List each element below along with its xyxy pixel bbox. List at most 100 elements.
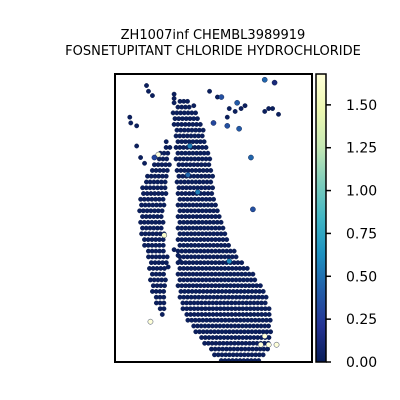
spot [268, 329, 274, 335]
spot-layer [127, 76, 281, 363]
spot [270, 106, 275, 111]
colorbar-tick-label: 1.00 [346, 184, 377, 200]
spot [207, 88, 212, 94]
spot [216, 214, 222, 219]
spot [163, 173, 169, 179]
hot-spot [273, 341, 280, 348]
hot-spot [224, 123, 231, 129]
spot [163, 260, 169, 266]
spot [266, 106, 272, 111]
hot-spot [265, 341, 272, 348]
spot [203, 145, 209, 150]
colorbar-frame [315, 73, 327, 363]
spot [210, 185, 216, 191]
hot-spot [250, 206, 256, 213]
spot [206, 162, 212, 168]
spot [265, 346, 270, 352]
spot [266, 323, 271, 329]
spot [166, 162, 172, 168]
colorbar-gradient [316, 74, 326, 362]
colorbar-tick-label: 1.50 [346, 98, 377, 114]
spot [208, 168, 214, 173]
spot [160, 242, 166, 248]
spot [210, 173, 216, 179]
hot-spot [147, 318, 154, 325]
spot [238, 106, 244, 111]
spot [144, 83, 149, 88]
chart-title-line1: ZH1007inf CHEMBL3989919 [121, 28, 306, 43]
spot [224, 114, 230, 120]
spot [262, 109, 268, 114]
spot [231, 248, 237, 254]
spot [226, 106, 232, 111]
spot [214, 208, 220, 214]
spot [160, 219, 166, 225]
spot [160, 248, 166, 254]
spot [161, 294, 167, 300]
spot [158, 225, 164, 231]
spot [161, 202, 167, 208]
spot [233, 254, 239, 260]
spot [161, 289, 167, 294]
spot [226, 242, 231, 248]
spot [162, 185, 168, 191]
spot [162, 179, 168, 185]
hot-spot [257, 341, 264, 348]
spot [134, 123, 140, 129]
spot [211, 196, 217, 202]
spot [161, 306, 167, 312]
spot [218, 219, 224, 225]
spot [163, 277, 168, 283]
spot [208, 179, 214, 185]
colorbar-ticks: 0.00 0.25 0.50 0.75 1.00 1.25 1.50 [326, 98, 377, 371]
spot [164, 168, 170, 173]
spot [127, 114, 133, 120]
spot [171, 247, 177, 253]
hot-spot [248, 154, 254, 161]
spot [257, 283, 263, 289]
spot [232, 109, 238, 114]
colorbar-tick-label: 1.25 [346, 141, 377, 157]
spot [186, 104, 192, 110]
spot [213, 202, 218, 208]
hot-spot [210, 120, 217, 126]
colorbar-tick-label: 0.00 [346, 355, 377, 371]
spot [167, 145, 173, 150]
spot [239, 260, 245, 266]
spot [244, 265, 250, 271]
spot [162, 283, 167, 289]
spot [267, 317, 273, 323]
spot [146, 88, 151, 94]
spot [266, 312, 272, 317]
hot-spot [187, 143, 193, 149]
spot [171, 91, 177, 97]
spot [260, 352, 266, 358]
spot [266, 306, 272, 312]
spot [163, 191, 169, 196]
chart-title-line2: FOSNETUPITANT CHLORIDE HYDROCHLORIDE [65, 44, 361, 59]
spot [134, 143, 140, 149]
spot [242, 103, 248, 109]
spot [252, 277, 258, 283]
spot [171, 96, 177, 101]
colorbar-tick-label: 0.50 [346, 269, 377, 285]
spot [195, 116, 200, 122]
spot [201, 139, 207, 145]
spot [197, 122, 203, 127]
spot [222, 231, 228, 237]
spot [171, 100, 177, 106]
spot [224, 237, 230, 243]
hot-spot [226, 258, 233, 265]
spot [199, 133, 205, 139]
spot [159, 208, 165, 214]
hot-spot [261, 333, 268, 339]
hot-spot [234, 100, 240, 106]
spot [159, 312, 165, 317]
hot-spot [151, 154, 158, 161]
spot [164, 156, 170, 162]
spot [191, 103, 197, 109]
spot [193, 110, 198, 116]
spot [220, 225, 226, 231]
spot [138, 155, 144, 160]
